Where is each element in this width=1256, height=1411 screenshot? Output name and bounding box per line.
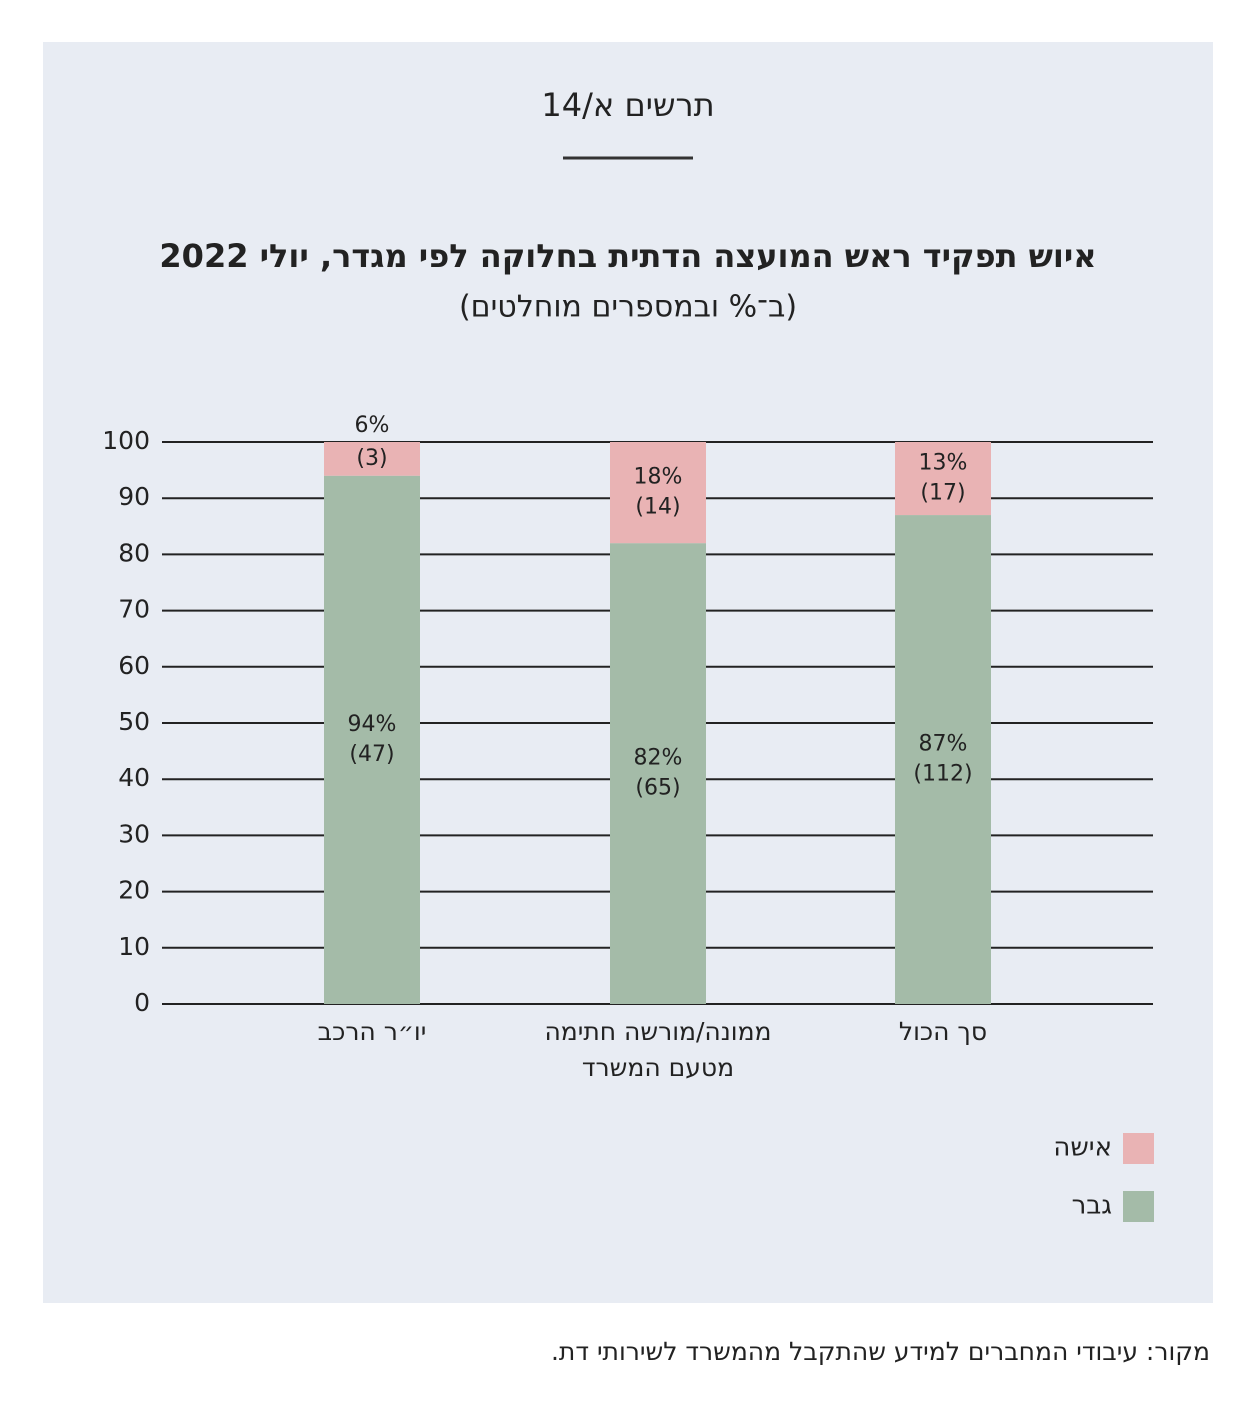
y-tick-label: 100 — [102, 426, 150, 455]
legend-swatch — [1123, 1133, 1154, 1164]
y-tick-label: 70 — [118, 595, 150, 624]
figure-label: תרשים א/14 — [541, 86, 714, 124]
value-label: 6% — [355, 413, 390, 438]
value-label: 82% — [634, 746, 683, 771]
bar-segment — [324, 442, 420, 476]
y-tick-label: 90 — [118, 482, 150, 511]
legend-label: גבר — [1072, 1191, 1112, 1221]
chart-subtitle: (ב־% ובמספרים מוחלטים) — [459, 290, 797, 325]
x-tick-label: יו״ר הרכב — [317, 1017, 427, 1046]
bar-segment — [324, 475, 420, 1005]
y-tick-label: 10 — [118, 932, 150, 961]
count-label: (65) — [635, 776, 680, 801]
y-tick-label: 0 — [134, 988, 150, 1017]
y-tick-label: 80 — [118, 538, 150, 567]
bar-segment — [610, 442, 706, 544]
legend-swatch — [1123, 1191, 1154, 1222]
x-tick-label: סך הכול — [898, 1017, 988, 1046]
y-tick-label: 20 — [118, 876, 150, 905]
value-label: 18% — [634, 465, 683, 490]
y-tick-label: 40 — [118, 763, 150, 792]
count-label: (112) — [913, 762, 972, 787]
y-tick-label: 60 — [118, 651, 150, 680]
bar-segment — [610, 543, 706, 1004]
source: מקור: עיבודי המחברים למידע שהתקבל מהמשרד… — [551, 1337, 1210, 1366]
value-label: 13% — [919, 451, 968, 476]
x-tick-label: ממונה/מורשה חתימה מטעם המשרד — [544, 1017, 772, 1082]
y-tick-label: 50 — [118, 707, 150, 736]
value-label: 87% — [919, 732, 968, 757]
value-label: 94% — [348, 712, 397, 737]
bar-segment — [895, 515, 991, 1004]
y-tick-label: 30 — [118, 819, 150, 848]
count-label: (47) — [349, 742, 394, 767]
legend-label: אישה — [1053, 1133, 1112, 1163]
count-label: (14) — [635, 495, 680, 520]
count-label: (17) — [920, 481, 965, 506]
chart-title: איוש תפקיד ראש המועצה הדתית בחלוקה לפי מ… — [159, 237, 1096, 275]
count-label: (3) — [356, 446, 387, 471]
bar-segment — [895, 442, 991, 516]
